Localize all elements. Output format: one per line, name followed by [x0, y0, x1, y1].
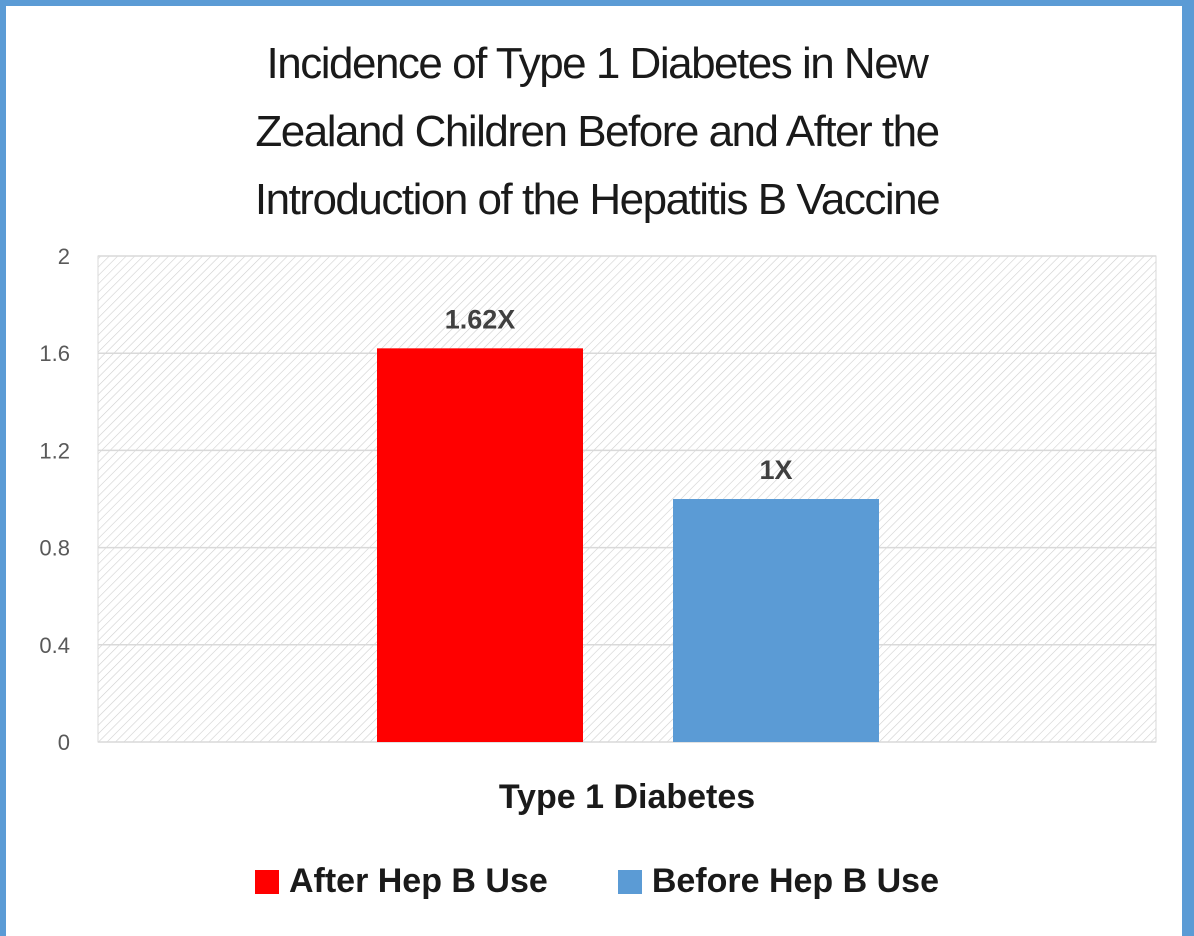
legend: After Hep B Use Before Hep B Use [0, 862, 1194, 901]
legend-item-after: After Hep B Use [254, 862, 548, 901]
data-label-before: 1X [759, 455, 792, 485]
legend-label-before: Before Hep B Use [651, 862, 940, 900]
legend-item-before: Before Hep B Use [617, 862, 940, 901]
bar-before [673, 499, 879, 742]
legend-swatch-after [254, 869, 279, 894]
legend-swatch-before [617, 869, 642, 894]
y-tick-label: 0 [58, 730, 70, 755]
y-tick-label: 0.4 [39, 633, 70, 658]
y-tick-label: 1.6 [39, 341, 70, 366]
data-label-after: 1.62X [445, 304, 516, 334]
plot-area [97, 255, 1157, 743]
legend-label-after: After Hep B Use [288, 862, 548, 900]
x-axis-title: Type 1 Diabetes [498, 778, 756, 816]
chart-title-line-3: Introduction of the Hepatitis B Vaccine [254, 175, 941, 224]
chart-title-line-2: Zealand Children Before and After the [255, 107, 940, 156]
bar-after [377, 348, 583, 742]
chart-title: Incidence of Type 1 Diabetes in New Zeal… [0, 30, 1194, 234]
y-tick-label: 1.2 [39, 438, 70, 463]
y-tick-label: 2 [58, 244, 70, 269]
y-tick-label: 0.8 [39, 536, 70, 561]
chart-title-line-1: Incidence of Type 1 Diabetes in New [266, 39, 929, 88]
